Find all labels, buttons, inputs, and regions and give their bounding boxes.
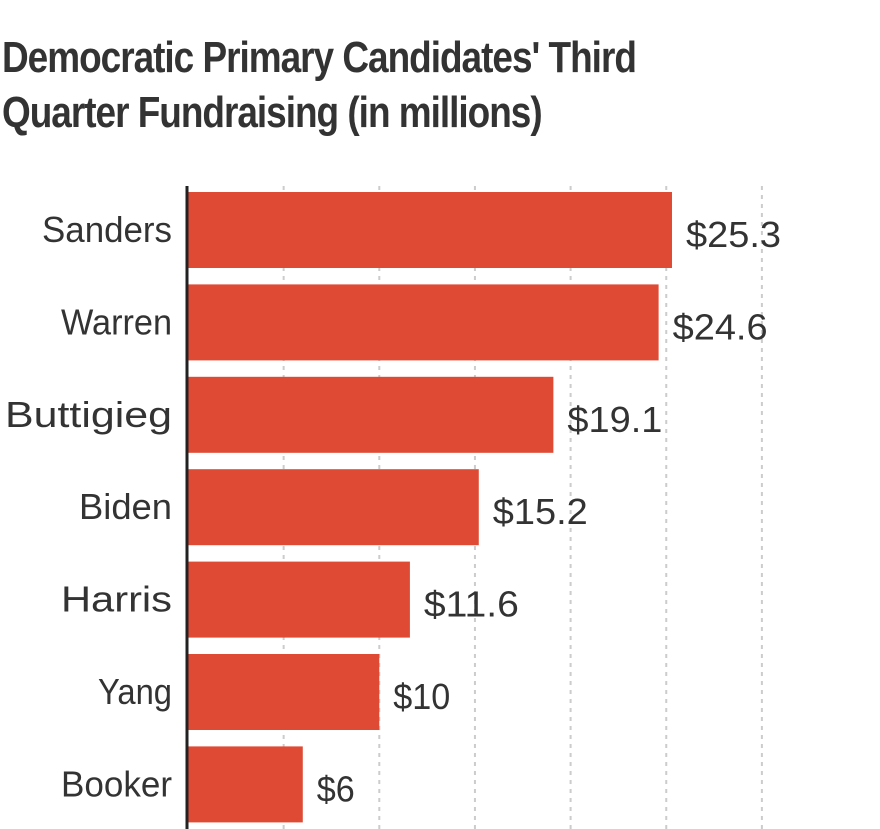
category-label: Warren: [61, 301, 172, 342]
value-label: $6: [317, 768, 355, 809]
bar-sanders: [188, 192, 672, 268]
bar-buttigieg: [188, 376, 554, 453]
category-label: Sanders: [42, 209, 172, 250]
bar-booker: [188, 746, 303, 823]
value-label: $10: [393, 676, 450, 717]
bar-biden: [188, 469, 479, 546]
category-label: Booker: [61, 763, 172, 804]
category-label: Harris: [61, 579, 172, 620]
labels: Sanders $25.3 Warren $24.6 Buttigieg $19.1 Bid…: [5, 209, 781, 809]
value-label: $24.6: [673, 306, 768, 347]
category-label: Buttigieg: [5, 394, 172, 435]
bar-harris: [188, 561, 410, 638]
bar-warren: [188, 284, 659, 361]
value-label: $25.3: [686, 214, 781, 255]
value-label: $15.2: [493, 491, 588, 532]
chart-title: Democratic Primary Candidates' Third Qua…: [2, 33, 637, 137]
category-label: Biden: [79, 486, 172, 527]
value-label: $19.1: [567, 399, 662, 440]
bar-yang: [188, 654, 380, 730]
bars: [188, 192, 672, 823]
value-label: $11.6: [424, 584, 519, 625]
category-label: Yang: [98, 671, 172, 712]
